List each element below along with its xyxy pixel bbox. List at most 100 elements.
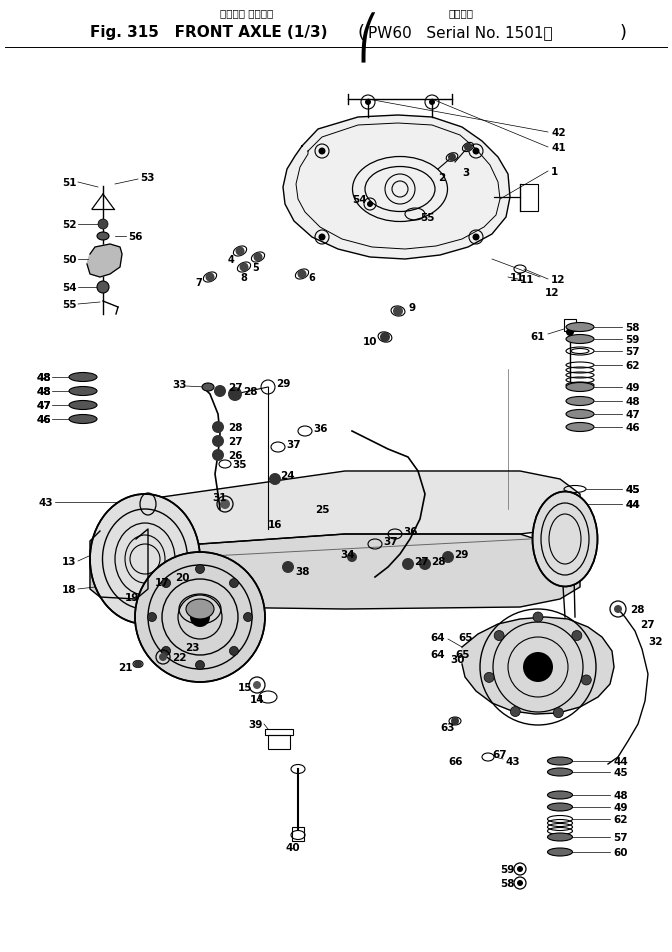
Ellipse shape [566,323,594,332]
Text: 26: 26 [228,450,243,461]
Bar [564,320,576,331]
Ellipse shape [548,757,573,765]
Text: 22: 22 [172,652,187,663]
Text: 65: 65 [455,649,470,660]
Circle shape [402,559,414,570]
Text: 24: 24 [280,470,294,481]
Text: 63: 63 [440,723,454,732]
Ellipse shape [548,791,573,799]
Text: 適用号機: 適用号機 [448,8,473,18]
Text: 44: 44 [625,500,640,509]
Circle shape [161,646,171,656]
Text: 5: 5 [252,263,259,272]
Text: 50: 50 [62,255,77,265]
Text: 51: 51 [62,178,77,188]
Circle shape [367,202,373,208]
Text: 29: 29 [276,379,290,388]
Text: 48: 48 [36,372,50,383]
Polygon shape [462,617,614,714]
Text: 18: 18 [62,585,77,594]
Ellipse shape [566,335,594,344]
Text: フロント アクスル: フロント アクスル [220,8,274,18]
Text: 12: 12 [545,288,560,298]
Text: 27: 27 [414,556,429,566]
Polygon shape [283,116,510,260]
Text: 36: 36 [403,526,417,536]
Circle shape [161,579,171,588]
Text: 6: 6 [308,272,314,283]
Circle shape [98,220,108,229]
Circle shape [282,562,294,573]
Text: 35: 35 [232,460,247,469]
Text: 47: 47 [36,401,51,410]
Circle shape [319,234,325,241]
Bar [520,185,538,211]
Circle shape [472,234,480,241]
Circle shape [159,653,167,662]
Circle shape [510,706,520,717]
Circle shape [581,675,591,685]
Circle shape [212,436,224,447]
Circle shape [206,273,214,282]
Text: 15: 15 [238,683,253,692]
Text: (: ( [357,24,364,42]
Circle shape [269,473,281,486]
Circle shape [220,500,230,509]
Text: 64: 64 [430,649,445,660]
Circle shape [253,253,263,262]
Ellipse shape [566,397,594,407]
Text: 58: 58 [500,878,515,888]
Circle shape [614,605,622,613]
Polygon shape [87,245,122,278]
Text: 27: 27 [228,437,243,446]
Text: 47: 47 [625,409,640,420]
Ellipse shape [202,384,214,391]
Text: 27: 27 [228,383,243,392]
Text: 1: 1 [551,167,558,177]
Circle shape [419,559,431,570]
Text: 4: 4 [228,255,235,265]
Circle shape [572,631,582,641]
Text: 46: 46 [36,414,50,425]
Circle shape [229,646,239,656]
Circle shape [97,282,109,293]
Text: 16: 16 [268,520,282,529]
Ellipse shape [532,492,597,586]
Circle shape [494,631,504,641]
Text: 66: 66 [448,756,462,766]
Text: 45: 45 [625,485,640,494]
Text: 34: 34 [340,549,355,560]
Text: 36: 36 [313,424,327,433]
Circle shape [229,579,239,588]
Circle shape [566,328,574,337]
Text: 58: 58 [625,323,640,332]
Text: 7: 7 [195,278,202,288]
Text: 23: 23 [185,643,200,652]
Circle shape [196,565,204,574]
Text: 9: 9 [408,303,415,312]
Circle shape [135,552,265,683]
Text: 64: 64 [430,632,445,643]
Text: 28: 28 [243,387,257,397]
Circle shape [517,880,523,886]
Text: 62: 62 [625,361,640,370]
Circle shape [464,144,472,151]
Text: 17: 17 [155,578,169,587]
Circle shape [347,552,357,563]
Text: 19: 19 [125,592,139,603]
Circle shape [429,100,435,106]
Circle shape [448,154,456,162]
Ellipse shape [548,833,573,842]
Text: 54: 54 [352,195,367,205]
Text: 2: 2 [438,173,446,183]
Ellipse shape [69,415,97,424]
Text: 46: 46 [36,414,50,425]
Text: 14: 14 [250,694,265,704]
Circle shape [393,307,403,317]
Circle shape [484,673,494,683]
Text: 47: 47 [36,401,51,410]
Ellipse shape [97,232,109,241]
Circle shape [253,682,261,689]
Text: 54: 54 [62,283,77,292]
Circle shape [239,263,249,272]
